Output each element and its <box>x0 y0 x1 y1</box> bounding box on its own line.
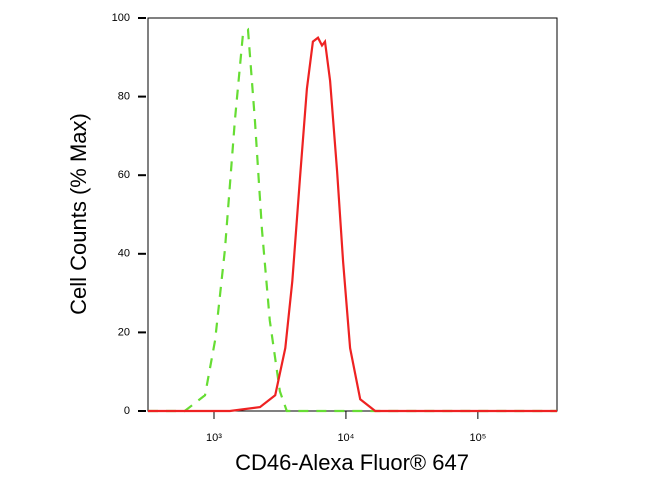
y-tick-label: 100 <box>112 12 130 24</box>
x-tick-label: 10⁵ <box>469 432 486 444</box>
histogram-line <box>148 36 557 413</box>
y-tick-label: 20 <box>118 326 130 338</box>
x-tick-label: 10⁴ <box>337 432 354 444</box>
plot-frame <box>147 17 558 412</box>
x-tick-label: 10³ <box>206 432 222 444</box>
y-tick-label: 0 <box>124 405 130 417</box>
y-tick-label: 80 <box>118 91 130 103</box>
y-tick-label: 60 <box>118 169 130 181</box>
y-tick-label: 40 <box>118 248 130 260</box>
y-axis-label: Cell Counts (% Max) <box>66 113 91 315</box>
x-axis-label: CD46-Alexa Fluor® 647 <box>235 450 469 475</box>
histogram-line <box>148 27 557 413</box>
